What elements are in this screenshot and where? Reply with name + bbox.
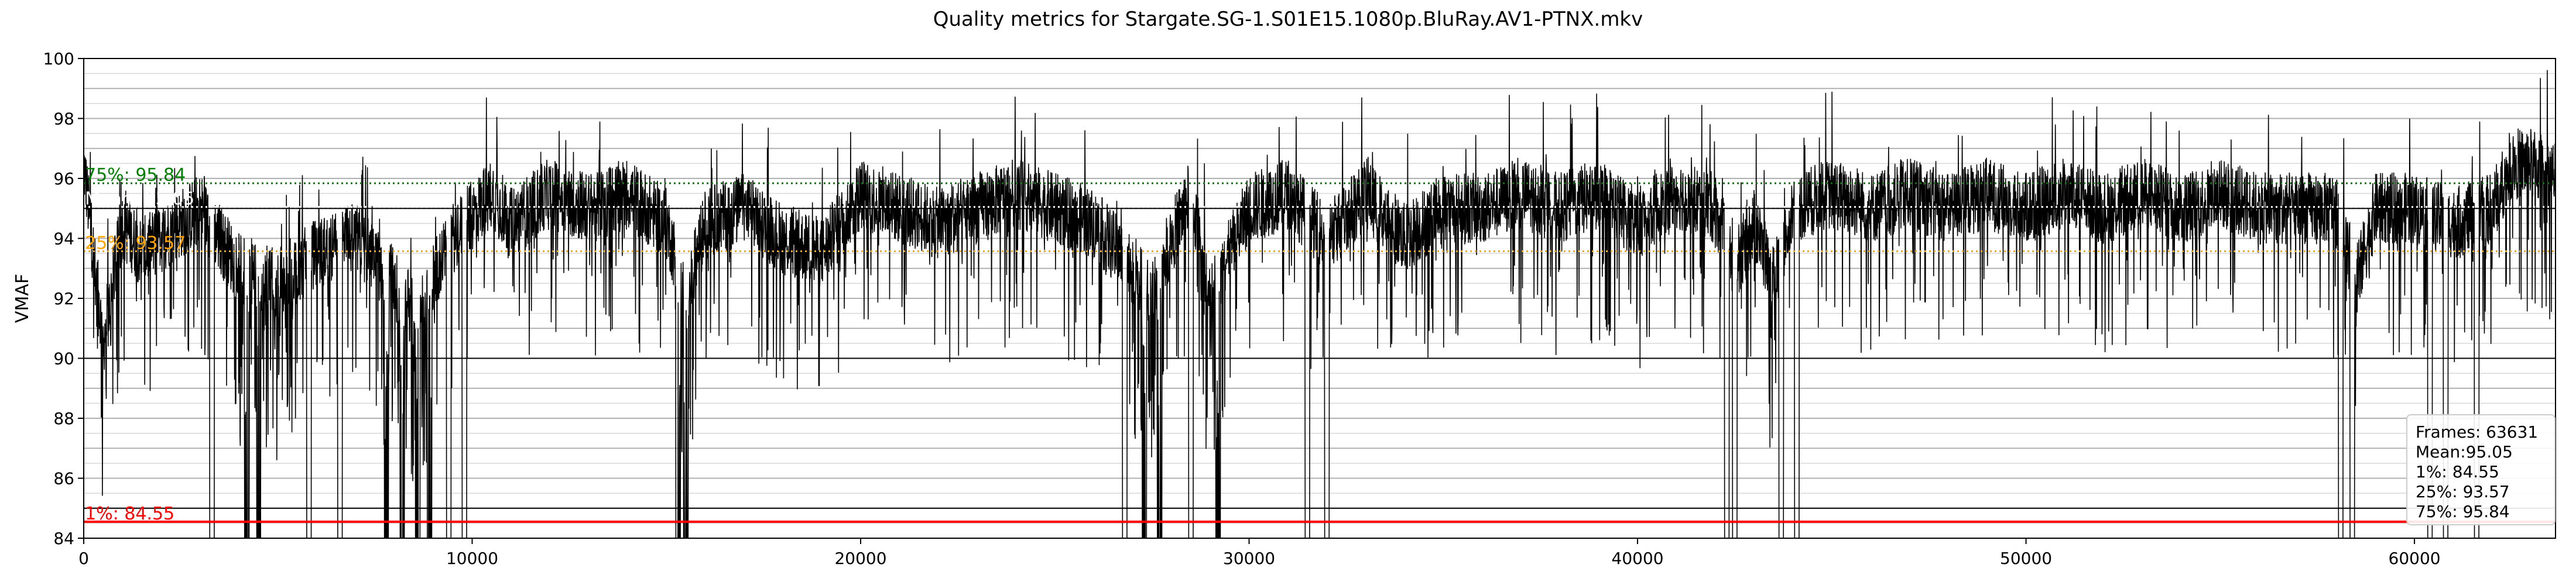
y-tick-label: 90 [53, 349, 74, 369]
legend-p25: 25%: 93.57 [2416, 482, 2510, 501]
y-axis-ticks: 84 86 88 90 92 94 96 98 100 [43, 49, 84, 548]
x-tick-label: 10000 [446, 549, 498, 568]
x-tick-label: 0 [78, 549, 89, 568]
legend-p1: 1%: 84.55 [2416, 462, 2499, 481]
legend-mean: Mean:95.05 [2416, 442, 2513, 462]
reference-line-label: 75%: 95.84 [85, 165, 186, 185]
reference-line-label: 1%: 84.55 [85, 504, 174, 524]
plot-frame [83, 58, 2556, 539]
legend-frames: Frames: 63631 [2416, 422, 2539, 442]
x-tick-label: 30000 [1223, 549, 1275, 568]
grid [84, 58, 2556, 539]
y-axis-label: VMAF [12, 274, 33, 323]
y-tick-label: 96 [53, 169, 74, 188]
y-tick-label: 84 [53, 529, 74, 548]
y-tick-label: 92 [53, 289, 74, 308]
y-tick-label: 98 [53, 109, 74, 129]
x-axis-ticks: 0 10000 20000 30000 40000 50000 60000 [78, 538, 2441, 568]
legend-p75: 75%: 95.84 [2416, 502, 2510, 521]
x-tick-label: 20000 [834, 549, 886, 568]
y-tick-label: 100 [43, 49, 74, 68]
reference-line-label: 25%: 93.57 [85, 233, 186, 254]
chart-title: Quality metrics for Stargate.SG-1.S01E15… [933, 8, 1643, 31]
vmaf-series-line [84, 70, 2556, 538]
y-tick-label: 94 [53, 229, 74, 249]
reference-line-label: Mean: 95.05 [85, 189, 194, 209]
x-tick-label: 50000 [2000, 549, 2052, 568]
y-tick-label: 86 [53, 469, 74, 488]
stats-legend: Frames: 63631 Mean:95.05 1%: 84.55 25%: … [2406, 414, 2556, 525]
x-tick-label: 40000 [1612, 549, 1664, 568]
series-layer [84, 70, 2556, 538]
y-tick-label: 88 [53, 409, 74, 428]
x-tick-label: 60000 [2389, 549, 2441, 568]
